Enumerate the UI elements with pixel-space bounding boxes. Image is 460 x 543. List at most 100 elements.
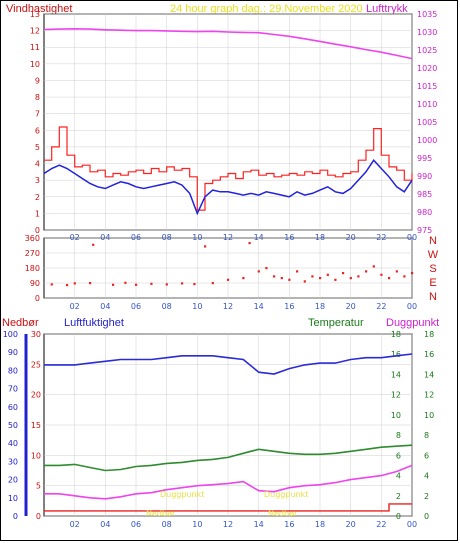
precip-tick-label: 100 <box>3 330 18 339</box>
temperature-tick-label: 10 <box>391 411 401 420</box>
x-tick-label: 00 <box>407 520 417 529</box>
panel2-series <box>50 242 414 287</box>
label-luftfuktighet: Luftfuktighet <box>64 317 124 329</box>
temperature-tick-label: 12 <box>391 391 401 400</box>
y-right-tick-label: 1000 <box>417 136 437 145</box>
x-tick-label: 18 <box>315 302 325 311</box>
wind-direction-point <box>257 270 260 273</box>
wind-direction-point <box>296 270 299 273</box>
dewpoint-tick-label: 4 <box>424 472 429 481</box>
label-duggpunkt: Duggpunkt <box>386 317 439 329</box>
x-tick-label: 00 <box>407 302 417 311</box>
x-tick-label: 12 <box>223 302 233 311</box>
panel1-grid <box>44 13 413 231</box>
y-tick-label: 360 <box>25 234 40 243</box>
x-tick-label: 18 <box>315 520 325 529</box>
dewpoint-tick-label: 6 <box>424 451 429 460</box>
x-tick-label: 02 <box>70 302 80 311</box>
y-right-tick-label: 995 <box>417 154 432 163</box>
panel3-series <box>44 353 413 512</box>
wind-direction-point <box>395 270 398 273</box>
x-tick-label: 14 <box>254 302 264 311</box>
compass-letter: N <box>429 291 437 303</box>
precip-tick-label: 30 <box>8 457 18 466</box>
y-left-tick-label: 2 <box>35 193 40 202</box>
humidity-tick-label: 5 <box>36 482 41 491</box>
humidity-tick-label: 10 <box>31 451 41 460</box>
series-nedbor <box>44 503 412 512</box>
x-tick-label: 14 <box>254 520 264 529</box>
wind-direction-point <box>326 273 329 276</box>
y-left-tick-label: 3 <box>35 176 40 185</box>
wind-direction-point <box>112 283 115 286</box>
y-tick-label: 180 <box>25 264 40 273</box>
wind-direction-point <box>89 282 92 285</box>
temperature-tick-label: 18 <box>391 330 401 339</box>
wind-direction-point <box>204 245 207 248</box>
wind-direction-point <box>66 284 69 287</box>
wind-direction-point <box>365 270 368 273</box>
annotation-duggpunkt-2: Duggpunkt <box>264 490 308 499</box>
wind-direction-point <box>248 242 251 245</box>
compass-letter: N <box>429 235 437 247</box>
x-tick-label: 20 <box>346 302 356 311</box>
label-temperatur: Temperatur <box>308 317 364 329</box>
y-right-tick-label: 1005 <box>417 118 437 127</box>
x-tick-label: 08 <box>162 302 172 311</box>
wind-direction-point <box>165 283 168 286</box>
y-right-tick-label: 975 <box>417 226 432 235</box>
x-tick-label: 22 <box>376 302 386 311</box>
y-right-tick-label: 1015 <box>417 82 437 91</box>
series-temperatur <box>44 444 413 472</box>
y-right-tick-label: 990 <box>417 172 432 181</box>
temperature-tick-label: 6 <box>396 451 401 460</box>
series-vindhastighet-middel <box>43 158 413 216</box>
panel3-x-axis: 02 04 06 08 10 12 14 16 18 20 22 00 <box>70 520 418 529</box>
compass-letter: S <box>429 263 436 275</box>
panel1-right-axis: 975 980 985 990 995 1000 1005 1010 1015 1020 1025 1… <box>417 10 437 235</box>
x-tick-label: 20 <box>346 520 356 529</box>
panel1-series <box>43 27 413 216</box>
y-tick-label: 90 <box>30 279 40 288</box>
y-tick-label: 270 <box>25 249 40 258</box>
wind-direction-point <box>403 275 406 278</box>
x-tick-label: 02 <box>70 520 80 529</box>
y-left-tick-label: 1 <box>35 209 40 218</box>
wind-direction-point <box>319 277 322 280</box>
precip-tick-label: 50 <box>8 421 18 430</box>
temperature-tick-label: 4 <box>396 472 401 481</box>
dewpoint-tick-label: 2 <box>424 492 429 501</box>
wind-direction-point <box>73 282 76 285</box>
y-tick-label: 0 <box>35 294 40 303</box>
wind-direction-point <box>349 277 352 280</box>
precip-tick-label: 40 <box>8 439 18 448</box>
panel3-temperature-axis: 0 2 4 6 8 10 12 14 16 18 <box>391 330 401 521</box>
wind-direction-point <box>388 277 391 280</box>
y-left-tick-label: 13 <box>30 10 40 19</box>
dewpoint-tick-label: 8 <box>424 431 429 440</box>
temperature-tick-label: 0 <box>396 512 401 521</box>
y-left-tick-label: 10 <box>30 60 40 69</box>
wind-direction-point <box>334 278 337 281</box>
y-left-tick-label: 9 <box>35 76 40 85</box>
compass-letter: W <box>428 249 439 261</box>
panel2-x-axis: 02 04 06 08 10 12 14 16 18 20 22 00 <box>70 302 418 311</box>
y-right-tick-label: 1010 <box>417 100 437 109</box>
wind-direction-point <box>193 283 196 286</box>
dewpoint-tick-label: 10 <box>424 411 434 420</box>
wind-direction-point <box>273 275 276 278</box>
annotation-duggpunkt-1: Duggpunkt <box>160 490 204 499</box>
x-tick-label: 06 <box>131 520 141 529</box>
temperature-tick-label: 2 <box>396 492 401 501</box>
series-vindhastighet <box>44 126 413 211</box>
y-left-tick-label: 7 <box>35 110 40 119</box>
wind-direction-point <box>380 273 383 276</box>
x-tick-label: 22 <box>376 520 386 529</box>
wind-direction-point <box>124 281 127 284</box>
dewpoint-tick-label: 18 <box>424 330 434 339</box>
y-right-tick-label: 980 <box>417 208 432 217</box>
y-right-tick-label: 1020 <box>417 64 437 73</box>
wind-direction-point <box>211 282 214 285</box>
